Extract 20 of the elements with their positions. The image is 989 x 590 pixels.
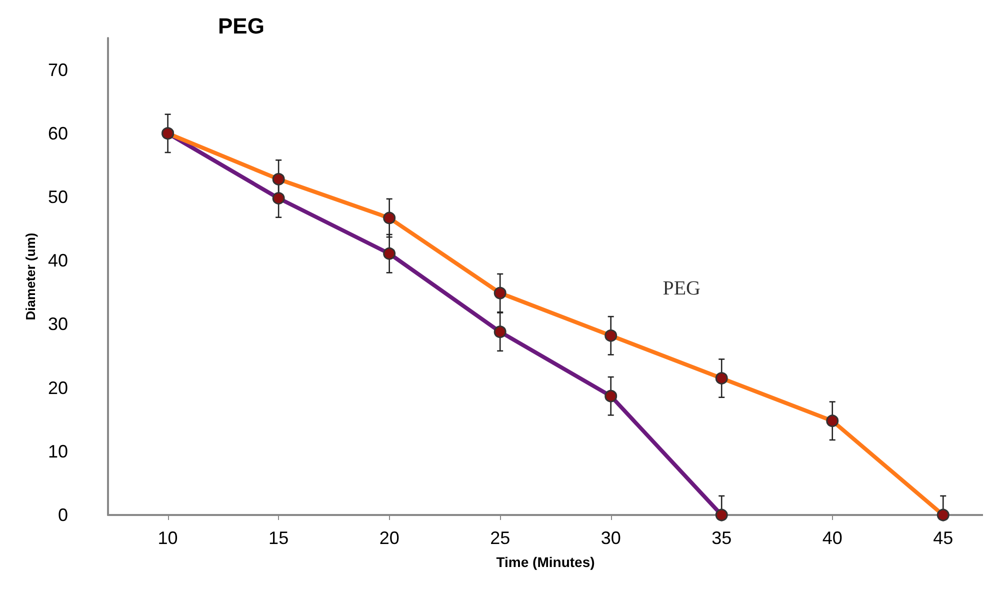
x-tick-label: 15: [268, 528, 289, 548]
y-tick-label: 60: [48, 123, 68, 144]
text: PEG: [662, 277, 701, 300]
x-tick-label: 45: [933, 528, 954, 548]
y-tick-label: 10: [48, 441, 68, 462]
y-tick-label: 40: [48, 250, 68, 271]
y-tick-label: 50: [48, 187, 68, 207]
y-axis-title: Diameter (um): [23, 232, 38, 320]
y-tick-label: 70: [48, 60, 68, 80]
x-tick-label: 30: [600, 528, 621, 548]
chart-title: PEG: [218, 14, 264, 38]
x-tick-label: 40: [822, 528, 842, 548]
y-tick-label: 20: [48, 378, 68, 398]
x-tick-label: 25: [490, 528, 510, 548]
x-tick-label: 10: [158, 528, 178, 548]
x-tick-label: 20: [379, 528, 400, 548]
y-tick-label: 0: [58, 505, 68, 525]
x-tick-label: 35: [712, 528, 732, 548]
x-axis-title: Time (Minutes): [496, 554, 595, 570]
y-tick-label: 30: [48, 314, 68, 334]
